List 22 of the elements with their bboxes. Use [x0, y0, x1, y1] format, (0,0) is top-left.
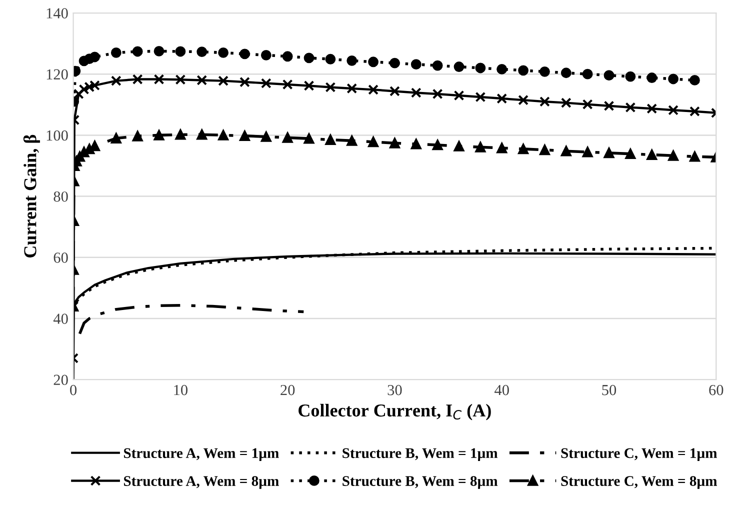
y-axis-title: Current Gain, β	[23, 134, 40, 258]
x-tick-label: 10	[174, 384, 188, 396]
y-tick-label: 20	[54, 374, 68, 386]
legend-label: Structure B, Wem = 1µm	[342, 448, 498, 462]
y-tick-label: 80	[54, 191, 68, 202]
x-tick-label: 20	[280, 384, 295, 396]
y-tick-label: 40	[53, 314, 68, 324]
y-tick-label: 140	[46, 8, 68, 18]
y-tick-label: 100	[46, 130, 68, 141]
y-tick-label: 60	[54, 252, 68, 263]
x-tick-label: 0	[70, 384, 77, 396]
legend-label: Structure B, Wem = 8µm	[342, 476, 498, 489]
legend-label: Structure A, Wem = 1µm	[124, 448, 279, 462]
x-tick-label: 30	[388, 384, 402, 396]
y-tick-label: 120	[46, 69, 68, 80]
legend-label: Structure A, Wem = 8µm	[124, 476, 279, 489]
legend-label: Structure C, Wem = 8µm	[561, 476, 718, 489]
legend-label: Structure C, Wem = 1µm	[561, 448, 718, 462]
x-tick-label: 40	[494, 384, 509, 396]
x-axis-title: Collector Current, I$_{C}$ (A)	[298, 404, 491, 420]
x-tick-label: 50	[602, 384, 616, 396]
x-tick-label: 60	[709, 384, 724, 396]
